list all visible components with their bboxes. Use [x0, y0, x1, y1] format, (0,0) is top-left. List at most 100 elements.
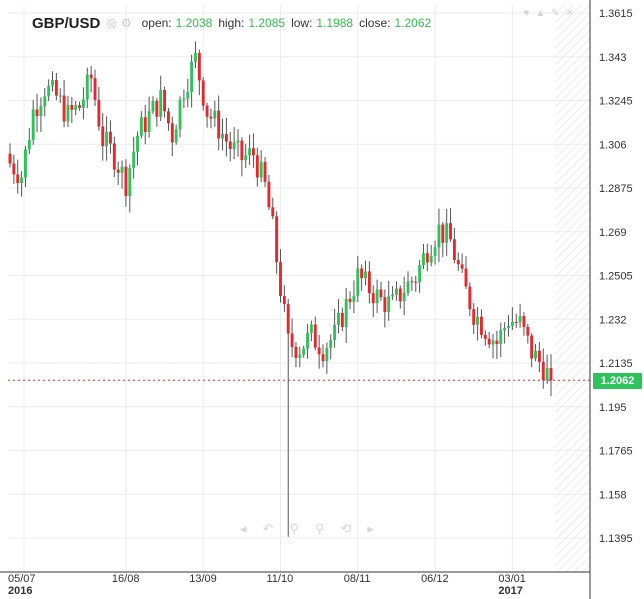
last-price-badge: 1.2062	[593, 373, 642, 389]
settings-icon[interactable]: ⚙	[120, 16, 132, 30]
candle-body	[387, 296, 391, 313]
candle-body	[47, 85, 51, 97]
close-label: close:	[359, 16, 391, 30]
candle-body	[97, 99, 101, 127]
candle-body	[155, 100, 159, 117]
reset-icon[interactable]: ⟲	[340, 521, 352, 536]
candle-body	[232, 142, 236, 150]
candle-body	[309, 324, 313, 333]
x-tick-label: 05/07	[8, 573, 36, 585]
y-tick-label: 1.158	[599, 489, 627, 501]
candle-body	[116, 169, 120, 173]
candle-body	[279, 262, 282, 297]
candle-body	[317, 347, 321, 355]
candle-body	[16, 174, 20, 184]
y-tick-label: 1.2135	[599, 358, 633, 370]
candle-body	[302, 348, 306, 355]
candle-body	[452, 239, 456, 261]
candle-body	[445, 223, 449, 243]
low-value: 1.1988	[316, 16, 354, 30]
candle-body	[74, 105, 78, 110]
candle-body	[483, 334, 487, 339]
candle-body	[348, 298, 352, 302]
eye-icon[interactable]: ◎	[106, 16, 117, 30]
candle-body	[449, 223, 452, 240]
candle-body	[78, 105, 82, 108]
candle-body	[375, 289, 379, 304]
close-icon[interactable]: ✕	[565, 8, 574, 19]
candle-body	[51, 80, 54, 86]
candle-body	[93, 78, 97, 100]
share-icon[interactable]: ▲	[535, 8, 546, 19]
y-tick-label: 1.2505	[599, 271, 633, 283]
chart-toolbar: ♥ ▲ ✎ ✕	[523, 8, 574, 19]
candle-body	[209, 116, 213, 119]
y-tick-label: 1.2875	[599, 183, 633, 195]
candle-body	[255, 155, 259, 178]
candle-body	[472, 309, 476, 325]
candle-body	[491, 340, 495, 345]
candle-body	[541, 361, 545, 381]
candle-body	[163, 89, 167, 112]
candle-body	[8, 153, 12, 164]
candle-body	[340, 312, 344, 328]
edit-icon[interactable]: ✎	[551, 8, 560, 19]
candle-body	[159, 89, 163, 117]
candle-body	[263, 161, 267, 182]
y-tick-label: 1.3245	[599, 96, 633, 108]
candle-body	[313, 324, 317, 348]
candle-body	[166, 111, 170, 124]
candle-body	[194, 52, 197, 62]
candle-body	[379, 289, 383, 298]
candle-body	[143, 117, 147, 132]
x-tick-label: 06/12	[421, 573, 449, 585]
zoom-out-icon[interactable]: ⚲	[289, 521, 299, 536]
candle-body	[510, 321, 514, 327]
candle-body	[325, 348, 329, 361]
candle-body	[364, 271, 367, 279]
candle-body	[252, 148, 255, 156]
candle-body	[537, 350, 541, 362]
candle-body	[213, 110, 217, 119]
candle-body	[24, 149, 27, 178]
candle-body	[410, 281, 414, 283]
x-tick-label: 03/01	[498, 573, 526, 585]
candle-body	[518, 316, 522, 323]
candle-body	[460, 264, 464, 269]
candle-body	[344, 298, 348, 328]
heart-icon[interactable]: ♥	[523, 8, 530, 19]
candle-body	[132, 151, 136, 168]
arrow-left-icon[interactable]: ◂	[240, 521, 247, 536]
candle-body	[178, 99, 182, 130]
candle-body	[352, 295, 356, 302]
candle-body	[228, 141, 232, 150]
candle-body	[62, 95, 66, 122]
zoom-in-icon[interactable]: ⚲	[314, 521, 325, 536]
candle-body	[43, 96, 47, 107]
candle-body	[20, 177, 24, 184]
candle-body	[479, 316, 483, 335]
candle-body	[259, 161, 263, 178]
candle-body	[248, 148, 252, 156]
candle-body	[139, 117, 143, 136]
candle-body	[136, 135, 139, 152]
candle-body	[545, 367, 549, 381]
candle-body	[282, 296, 286, 305]
candle-body	[221, 134, 224, 139]
candle-body	[487, 338, 491, 345]
candle-body	[201, 80, 205, 106]
candle-body	[81, 99, 85, 108]
y-tick-label: 1.343	[599, 52, 627, 64]
y-tick-label: 1.269	[599, 227, 627, 239]
candle-body	[514, 321, 518, 323]
chart-navigation: ◂ ↶ ⚲ ⚲ ⟲ ▸	[240, 521, 374, 537]
candle-body	[267, 181, 271, 208]
candle-body	[27, 139, 31, 150]
candle-body	[356, 268, 360, 296]
undo-icon[interactable]: ↶	[262, 521, 274, 536]
arrow-right-icon[interactable]: ▸	[367, 521, 374, 536]
candle-body	[35, 109, 39, 117]
symbol-title: GBP/USD	[32, 14, 101, 32]
candle-body	[205, 105, 209, 117]
